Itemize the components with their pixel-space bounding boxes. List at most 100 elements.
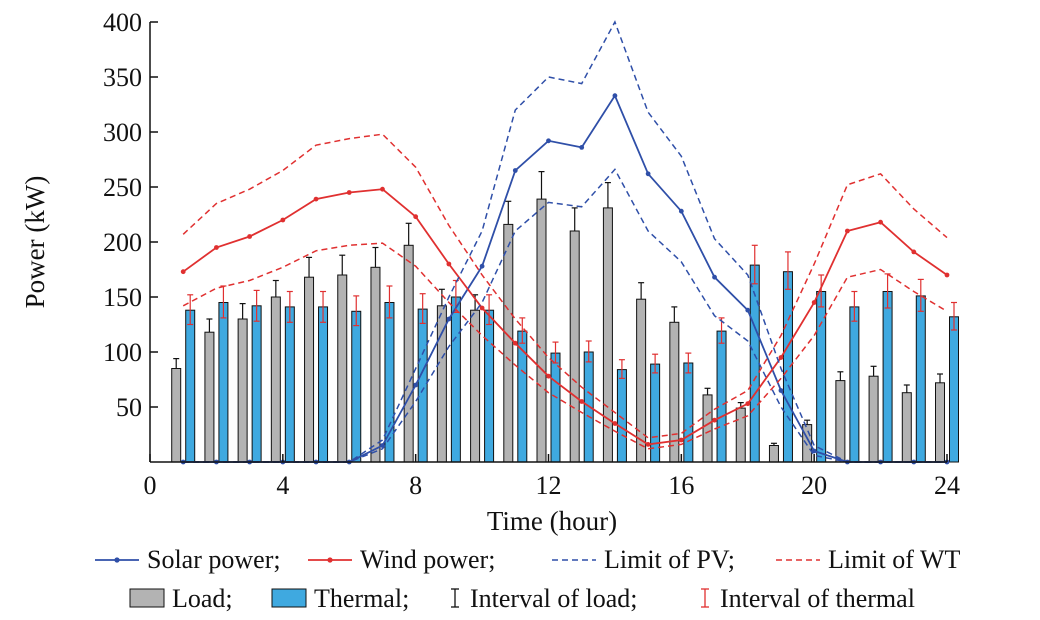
x-tick-label: 0 bbox=[144, 471, 157, 500]
x-axis-label: Time (hour) bbox=[487, 506, 617, 536]
load-bar bbox=[536, 198, 547, 463]
load-bar bbox=[171, 368, 182, 463]
lines-layer bbox=[180, 20, 950, 465]
x-tick-label: 20 bbox=[801, 471, 827, 500]
wind-power-point bbox=[479, 305, 485, 311]
solar-power-point bbox=[512, 168, 518, 173]
wind-power-point bbox=[745, 401, 751, 407]
bars-layer bbox=[171, 171, 959, 463]
wind-power-point bbox=[446, 261, 452, 267]
solar-power-point bbox=[778, 388, 784, 393]
x-tick-label: 12 bbox=[536, 471, 562, 500]
solar-power-point bbox=[612, 93, 618, 99]
thermal-bar bbox=[417, 308, 428, 463]
thermal-bar bbox=[318, 306, 329, 463]
solar-power-point bbox=[579, 145, 585, 150]
thermal-bar bbox=[915, 295, 926, 463]
y-tick-label: 150 bbox=[103, 283, 142, 312]
load-bar bbox=[304, 276, 315, 463]
thermal-bar bbox=[882, 291, 893, 463]
wind-power-point bbox=[546, 373, 551, 379]
legend-swatch-marker bbox=[114, 557, 120, 563]
thermal-bar bbox=[185, 309, 196, 463]
solar-power-point bbox=[811, 448, 817, 454]
limit-of-pv-upper-line bbox=[183, 20, 947, 463]
load-bar bbox=[337, 274, 348, 463]
load-bar bbox=[436, 305, 447, 463]
legend-swatch bbox=[129, 588, 165, 608]
load-bar bbox=[569, 230, 580, 463]
x-tick-label: 8 bbox=[409, 471, 422, 500]
wind-power-point bbox=[512, 340, 518, 346]
load-bar bbox=[935, 382, 945, 463]
legend-label: Interval of thermal bbox=[720, 584, 915, 613]
wind-power-point bbox=[180, 269, 186, 275]
limit-of-wt-lower-line bbox=[182, 242, 948, 450]
thermal-bar bbox=[284, 306, 295, 463]
axes-layer bbox=[149, 22, 947, 463]
wind-power-point bbox=[413, 214, 419, 220]
legend-label: Interval of load; bbox=[470, 584, 638, 613]
wind-power-point bbox=[214, 245, 219, 250]
legend-label: Wind power; bbox=[360, 545, 495, 574]
load-bar bbox=[868, 375, 879, 463]
legend-label: Limit of PV; bbox=[604, 545, 735, 574]
thermal-bar bbox=[849, 306, 860, 463]
solar-power-point bbox=[745, 307, 751, 313]
load-bar bbox=[470, 309, 481, 463]
load-bar bbox=[270, 296, 281, 463]
solar-power-line bbox=[183, 93, 947, 463]
legend-label: Load; bbox=[172, 584, 233, 613]
load-bar bbox=[237, 318, 248, 463]
solar-power-point bbox=[678, 208, 684, 214]
wind-power-point bbox=[380, 186, 385, 192]
y-tick-label: 400 bbox=[103, 8, 142, 37]
wind-power-point bbox=[247, 234, 253, 239]
y-tick-label: 350 bbox=[103, 63, 142, 92]
y-tick-label: 250 bbox=[103, 173, 142, 202]
solar-power-point bbox=[645, 171, 651, 177]
thermal-bar bbox=[251, 305, 262, 463]
wind-power-point bbox=[346, 190, 352, 195]
thermal-bar bbox=[716, 330, 727, 463]
thermal-bar bbox=[484, 309, 495, 463]
x-tick-label: 4 bbox=[276, 471, 289, 500]
load-bar bbox=[735, 407, 746, 463]
wind-power-point bbox=[612, 421, 618, 426]
load-bar bbox=[602, 207, 613, 463]
load-bar bbox=[702, 394, 713, 463]
load-bar bbox=[204, 331, 215, 463]
wind-power-point bbox=[844, 228, 850, 234]
thermal-bar bbox=[550, 352, 561, 463]
wind-power-line bbox=[182, 188, 948, 446]
y-tick-label: 50 bbox=[116, 393, 142, 422]
load-bar bbox=[835, 380, 846, 463]
thermal-bar bbox=[218, 302, 229, 463]
y-tick-label: 100 bbox=[103, 338, 142, 367]
wind-power-point bbox=[579, 399, 585, 404]
wind-power-point bbox=[878, 219, 883, 225]
load-bar bbox=[901, 392, 912, 463]
wind-power-point bbox=[944, 272, 950, 278]
load-bar bbox=[503, 223, 514, 463]
wind-power-point bbox=[911, 249, 917, 255]
y-tick-label: 300 bbox=[103, 118, 142, 147]
limit-of-pv-lower-line bbox=[183, 168, 947, 463]
wind-power-point bbox=[778, 355, 784, 360]
thermal-bar bbox=[450, 296, 461, 463]
solar-power-point bbox=[712, 274, 717, 280]
wind-power-point bbox=[712, 417, 717, 423]
thermal-bar bbox=[949, 316, 959, 463]
load-bar bbox=[403, 244, 414, 463]
load-bar bbox=[768, 445, 779, 463]
wind-power-point bbox=[678, 437, 684, 443]
y-axis-label: Power (kW) bbox=[20, 176, 50, 309]
limit-of-wt-upper-line bbox=[182, 133, 948, 439]
legend-swatch-marker bbox=[327, 557, 333, 563]
wind-power-point bbox=[645, 442, 651, 447]
thermal-bar bbox=[351, 310, 362, 463]
solar-power-point bbox=[413, 382, 419, 388]
ticks-layer: 50 100 150 200 250 300 350 400 0 4 8 12 16 20 24 bbox=[103, 8, 960, 500]
thermal-bar bbox=[616, 369, 627, 463]
